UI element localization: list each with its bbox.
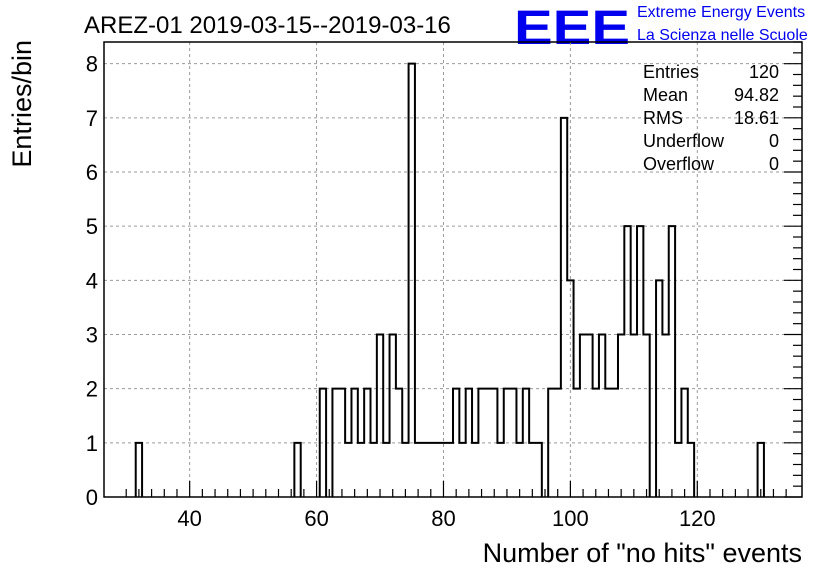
x-tick-label: 60 [304, 506, 328, 531]
histogram-bin [345, 443, 351, 497]
x-tick-label: 120 [679, 506, 716, 531]
histogram-bin [428, 443, 434, 497]
histogram-bin [459, 443, 465, 497]
y-tick-label: 8 [86, 52, 98, 77]
histogram-bin [383, 443, 389, 497]
histogram-bin [675, 443, 681, 497]
logo-mark: EEE [514, 2, 630, 55]
y-tick-label: 7 [86, 106, 98, 131]
x-tick-label: 80 [431, 506, 455, 531]
stats-box: Entries 120 Mean 94.82 RMS 18.61 Underflow 0 Ove… [643, 62, 779, 174]
stats-label: Overflow [643, 154, 715, 174]
y-tick-label: 1 [86, 431, 98, 456]
x-axis-title: Number of "no hits" events [483, 538, 802, 568]
histogram-bin [529, 443, 535, 497]
histogram-bin [421, 443, 427, 497]
stats-label: Entries [643, 62, 699, 82]
stats-value: 94.82 [734, 85, 779, 105]
histogram-bin [447, 443, 453, 497]
y-tick-label: 6 [86, 160, 98, 185]
y-tick-label: 4 [86, 268, 98, 293]
logo-line-2: La Scienza nelle Scuole [637, 27, 808, 44]
histogram-outline [134, 62, 765, 497]
histogram-bin [358, 443, 364, 497]
histogram-bin [631, 335, 637, 498]
histogram-bin [662, 335, 668, 498]
stats-value: 0 [769, 154, 779, 174]
y-tick-label: 2 [86, 377, 98, 402]
y-tick-label: 5 [86, 214, 98, 239]
histogram-bin [497, 443, 503, 497]
x-tick-label: 100 [552, 506, 589, 531]
chart-title: AREZ-01 2019-03-15--2019-03-16 [84, 12, 451, 39]
x-tick-labels: 40 60 80 100 120 [177, 506, 715, 531]
histogram-bin [434, 443, 440, 497]
y-tick-label: 0 [86, 485, 98, 510]
stats-value: 120 [749, 62, 779, 82]
histogram-bin [402, 443, 408, 497]
stats-value: 0 [769, 131, 779, 151]
histogram-bin [415, 443, 421, 497]
y-tick-labels: 0 1 2 3 4 5 6 7 8 [86, 52, 98, 510]
axis-ticks [125, 41, 802, 498]
histogram-bin [472, 443, 478, 497]
histogram-bin [516, 443, 522, 497]
x-tick-label: 40 [177, 506, 201, 531]
y-tick-label: 3 [86, 323, 98, 348]
stats-label: RMS [643, 108, 683, 128]
eee-logo: EEE Extreme Energy Events La Scienza nel… [514, 2, 808, 55]
logo-line-1: Extreme Energy Events [637, 4, 805, 21]
stats-label: Mean [643, 85, 688, 105]
stats-label: Underflow [643, 131, 725, 151]
stats-value: 18.61 [734, 108, 779, 128]
y-axis-title: Entries/bin [7, 40, 37, 168]
histogram-bin [371, 443, 377, 497]
